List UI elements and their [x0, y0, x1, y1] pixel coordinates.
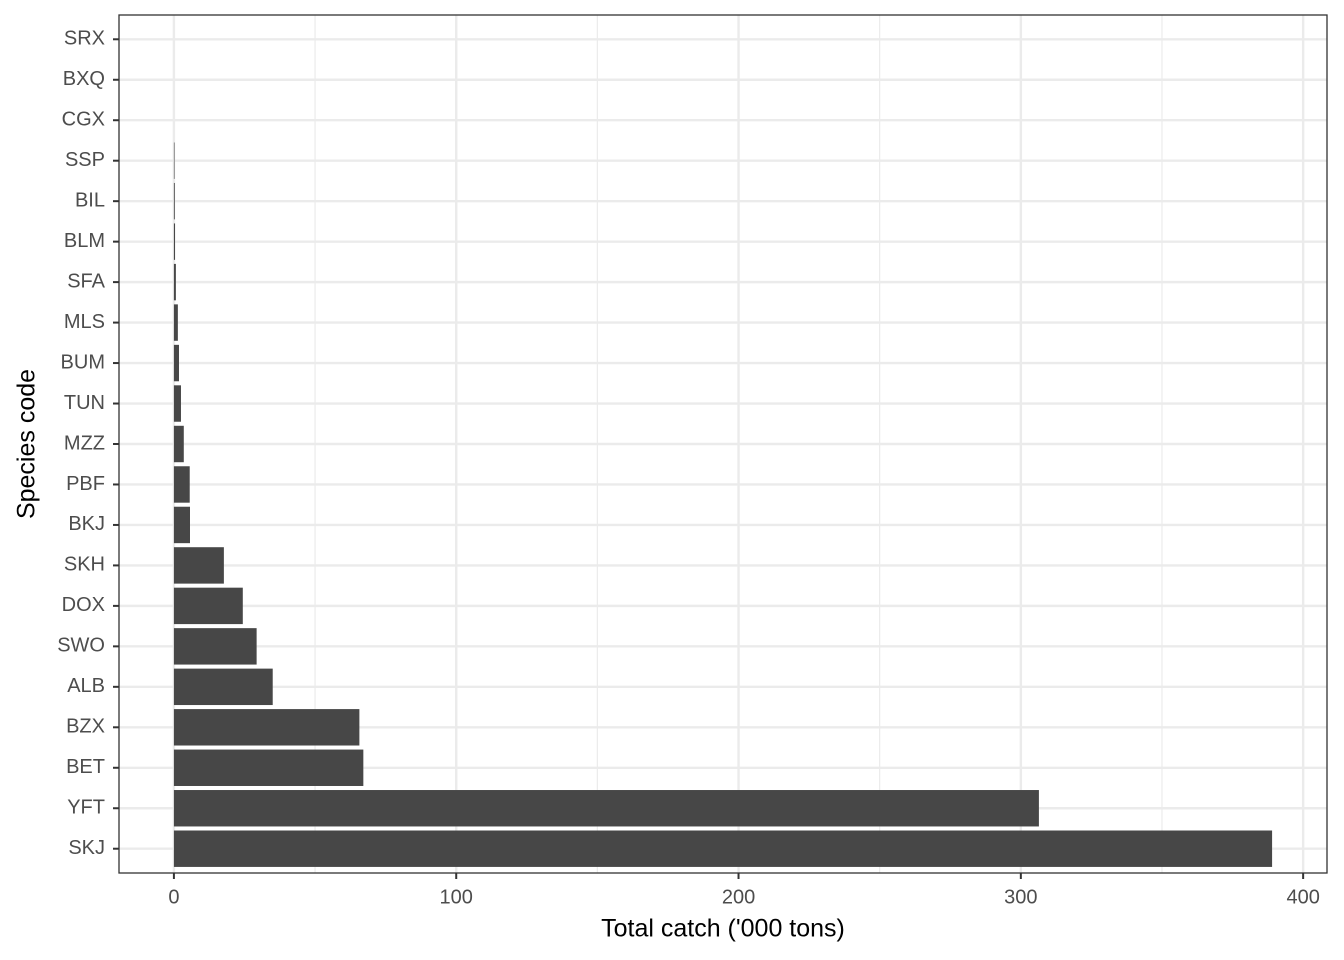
y-tick-label: DOX — [62, 594, 105, 616]
y-tick-label: MLS — [64, 311, 105, 333]
bar — [173, 628, 257, 665]
bar — [173, 223, 176, 260]
bar — [173, 506, 191, 544]
y-tick-label: SFA — [67, 270, 105, 292]
bar — [173, 830, 1273, 867]
y-tick-label: BET — [66, 756, 105, 778]
y-tick-label: BKJ — [68, 513, 105, 535]
panel-border — [118, 14, 1328, 874]
y-axis-title: Species code — [13, 369, 41, 519]
bar — [173, 182, 175, 220]
y-tick-label: ALB — [67, 675, 105, 697]
bar — [173, 385, 181, 422]
bar — [173, 709, 360, 746]
bar — [173, 790, 1039, 827]
x-tick-label: 400 — [1286, 886, 1319, 908]
bar — [173, 304, 178, 341]
y-tick-label: YFT — [67, 797, 105, 819]
bar — [173, 344, 179, 382]
y-tick-label: BZX — [66, 716, 105, 738]
bar — [173, 587, 243, 625]
y-tick-label: SKH — [64, 554, 105, 576]
y-tick-label: SKJ — [68, 837, 105, 859]
x-tick-label: 200 — [722, 886, 755, 908]
y-tick-label: CGX — [62, 109, 105, 131]
bar — [173, 142, 175, 179]
y-tick-label: BXQ — [63, 68, 105, 90]
x-tick-label: 100 — [440, 886, 473, 908]
y-tick-label: BUM — [61, 351, 105, 373]
bar — [173, 466, 190, 503]
x-axis-title: Total catch ('000 tons) — [601, 915, 845, 943]
bar — [173, 668, 273, 706]
x-tick-label: 300 — [1004, 886, 1037, 908]
y-tick-label: MZZ — [64, 432, 105, 454]
bar — [173, 547, 224, 584]
y-tick-label: SRX — [64, 28, 105, 50]
y-tick-label: SSP — [65, 149, 105, 171]
y-tick-label: BIL — [75, 189, 105, 211]
bar — [173, 749, 364, 786]
bar — [173, 425, 184, 463]
y-tick-label: PBF — [66, 473, 105, 495]
y-tick-label: SWO — [57, 635, 105, 657]
bar — [173, 263, 176, 301]
x-tick-label: 0 — [168, 886, 179, 908]
y-tick-label: BLM — [64, 230, 105, 252]
y-tick-label: TUN — [64, 392, 105, 414]
